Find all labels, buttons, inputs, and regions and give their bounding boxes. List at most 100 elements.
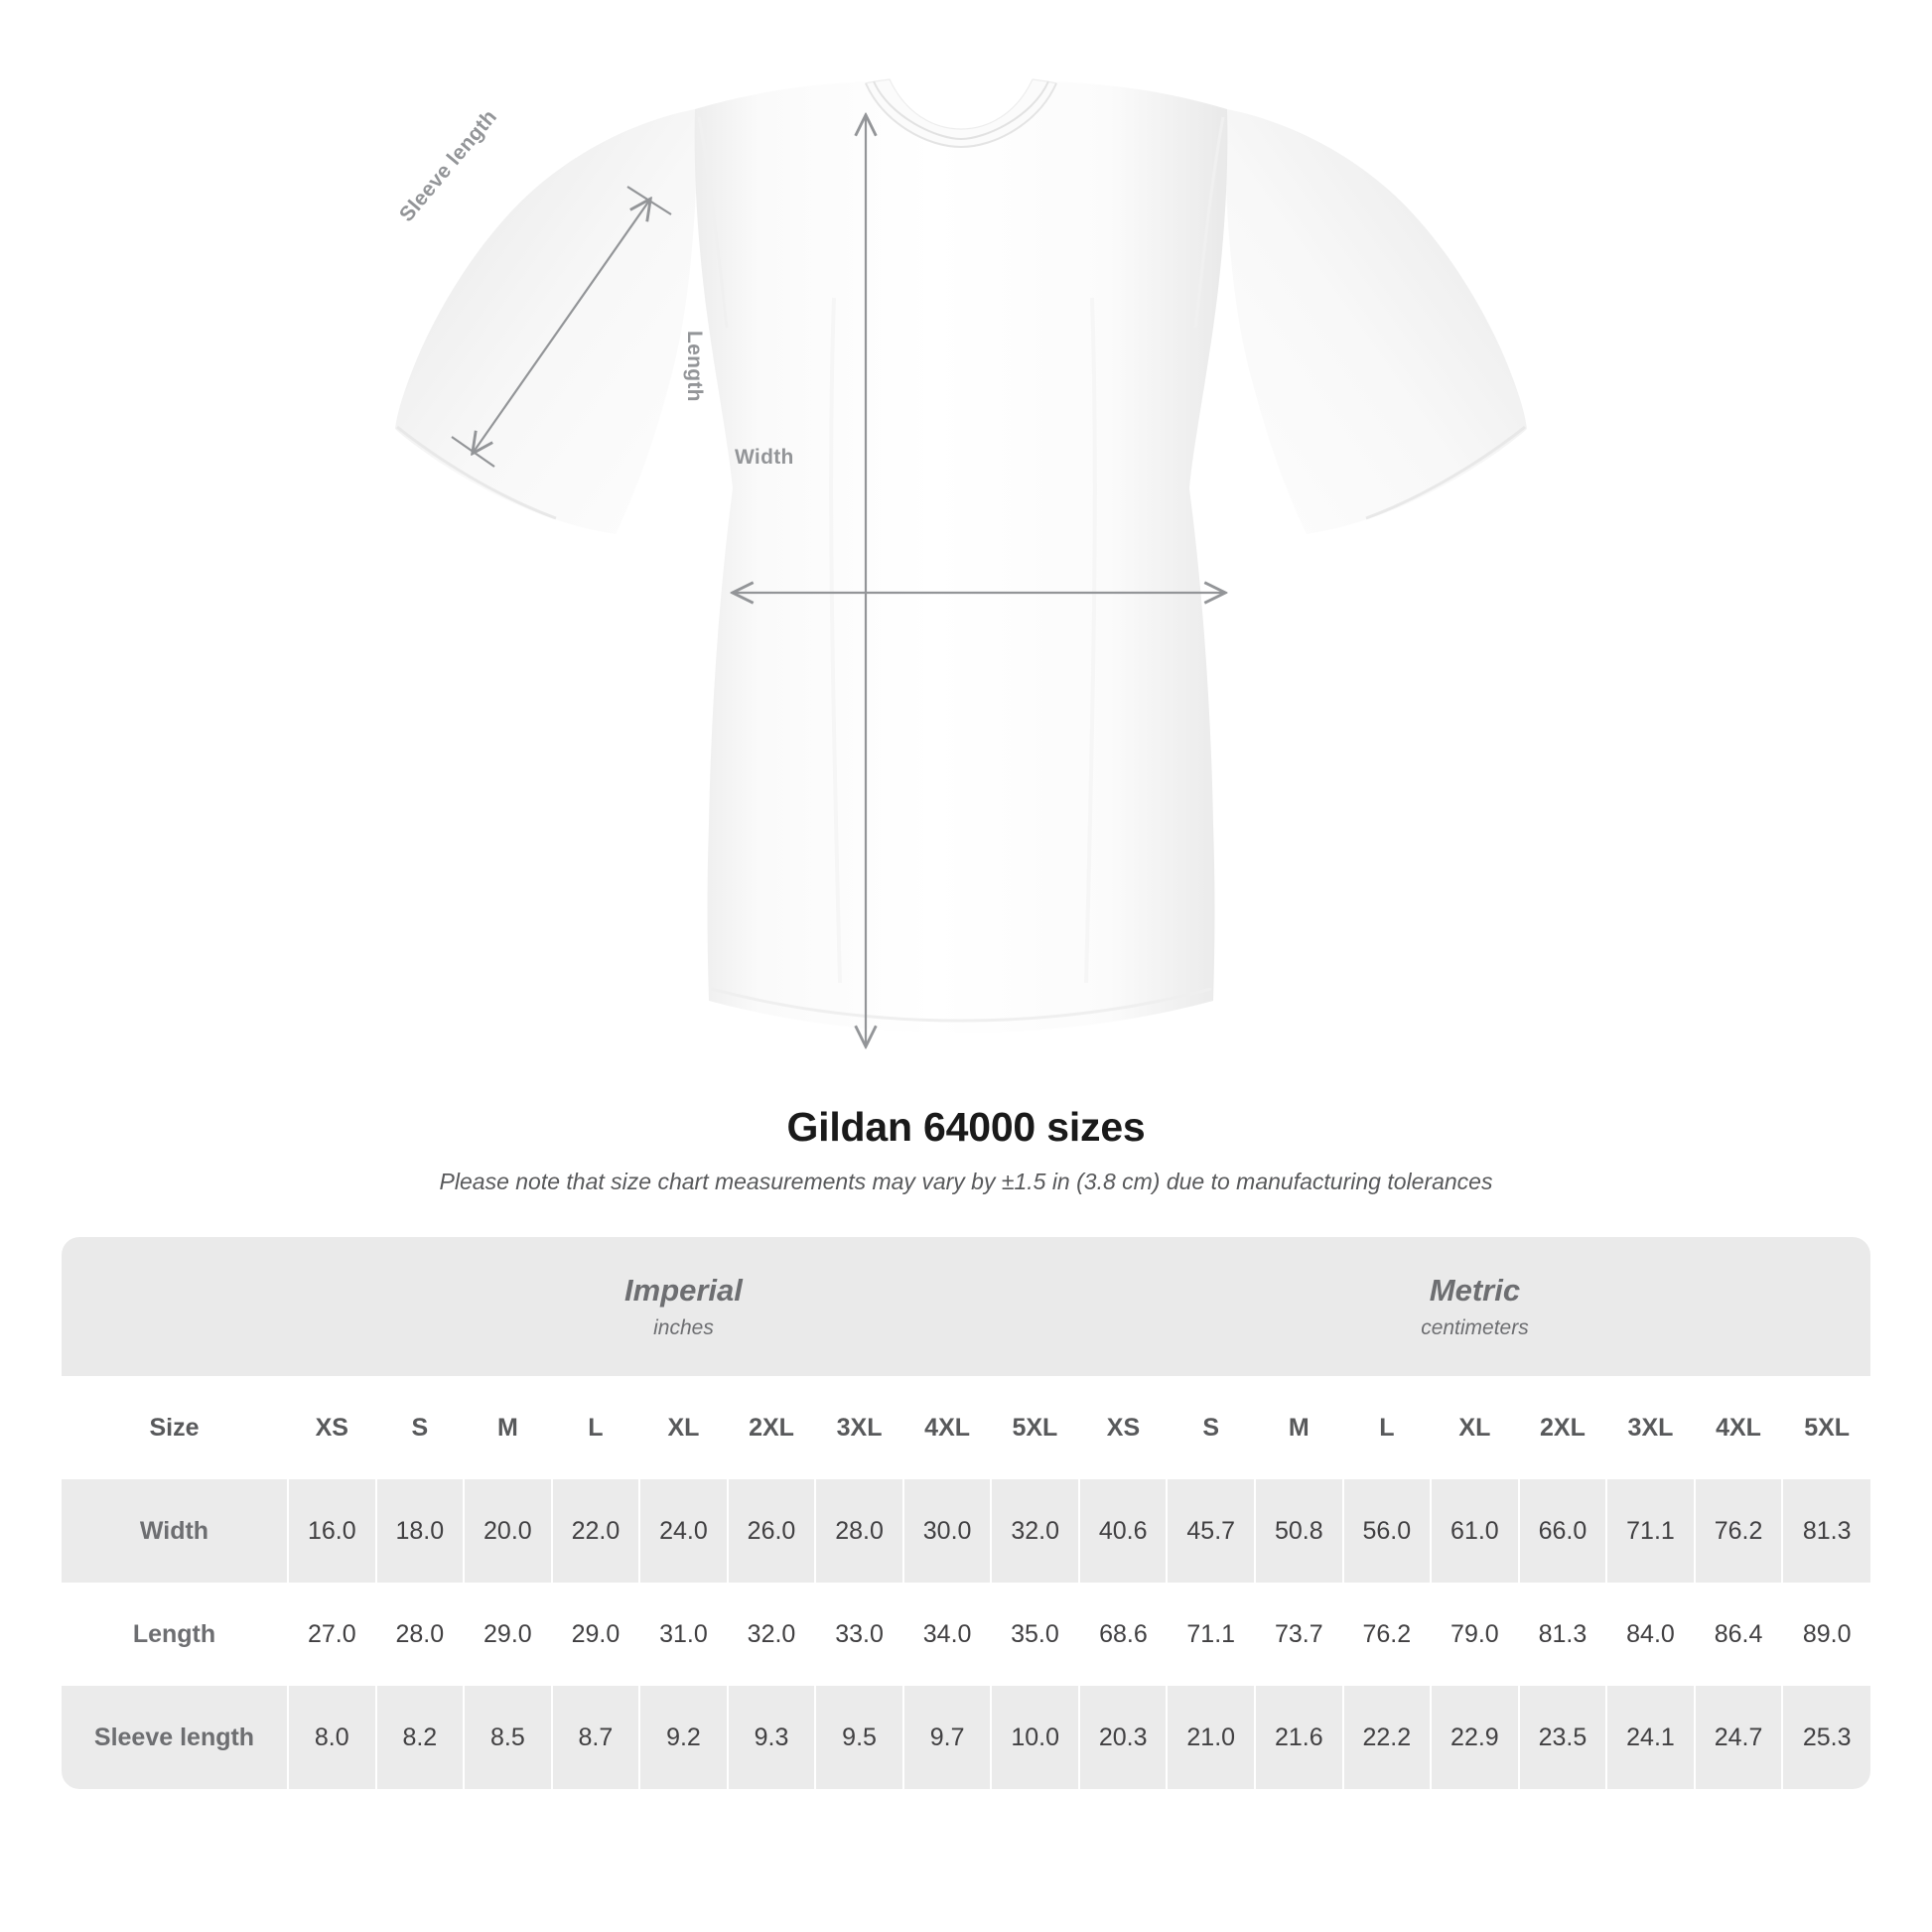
measurement-cell: 18.0	[374, 1479, 465, 1583]
size-header-cell: 3XL	[814, 1376, 903, 1479]
measurement-cell: 24.7	[1693, 1686, 1783, 1789]
measurement-cell: 22.2	[1341, 1686, 1432, 1789]
measurement-cell: 71.1	[1605, 1479, 1695, 1583]
unit-system-name: Imperial	[624, 1272, 743, 1308]
unit-system-cell-imperial: Imperial inches	[288, 1237, 1079, 1376]
measurement-cell: 84.0	[1605, 1583, 1695, 1686]
measurement-cell: 71.1	[1166, 1583, 1256, 1686]
size-header-cell: M	[1254, 1376, 1343, 1479]
measurement-cell: 50.8	[1254, 1479, 1343, 1583]
measurement-cell: 8.0	[287, 1686, 376, 1789]
measurement-cell: 22.0	[550, 1479, 640, 1583]
tshirt-diagram: Sleeve length Length Width	[395, 78, 1527, 1092]
sleeve-length-arrow	[474, 201, 649, 452]
left-shoulder-seam	[697, 116, 729, 329]
tolerance-note: Please note that size chart measurements…	[439, 1169, 1493, 1194]
measurement-cell: 68.6	[1077, 1583, 1168, 1686]
length-label: Length	[683, 331, 706, 402]
collar-outer-line	[865, 82, 1057, 149]
measurement-cell: 56.0	[1341, 1479, 1432, 1583]
measurement-cell: 66.0	[1517, 1479, 1607, 1583]
sleeve-tick-top	[626, 186, 672, 215]
right-sleeve	[1225, 109, 1527, 534]
measurement-cell: 25.3	[1781, 1686, 1870, 1789]
measurement-cell: 29.0	[550, 1583, 640, 1686]
measurement-cell: 81.3	[1781, 1479, 1870, 1583]
collar-inner-line	[873, 80, 1049, 141]
measurement-cell: 30.0	[901, 1479, 992, 1583]
page-title: Gildan 64000 sizes	[786, 1104, 1146, 1150]
sleeve-tick-bottom	[451, 436, 495, 468]
measurement-cell: 89.0	[1781, 1583, 1870, 1686]
banner-corner-cell	[62, 1237, 288, 1376]
shirt-body	[694, 81, 1228, 1033]
measurement-cell: 28.0	[814, 1479, 903, 1583]
size-chart-table: Imperial inches Metric centimeters Size XS S M L…	[62, 1237, 1870, 1789]
measurement-cell: 34.0	[901, 1583, 992, 1686]
measurement-cell: 20.3	[1077, 1686, 1168, 1789]
left-sleeve-hem	[396, 425, 557, 520]
unit-system-unit: centimeters	[1421, 1316, 1529, 1340]
measurement-cell: 32.0	[726, 1583, 816, 1686]
row-header-length: Length	[62, 1583, 288, 1686]
measurement-cell: 9.2	[638, 1686, 728, 1789]
measurement-cell: 40.6	[1077, 1479, 1168, 1583]
row-header-size: Size	[62, 1376, 288, 1479]
size-header-cell: 4XL	[1693, 1376, 1783, 1479]
measurement-cell: 45.7	[1166, 1479, 1256, 1583]
row-header-width: Width	[62, 1479, 288, 1583]
measurement-cell: 23.5	[1517, 1686, 1607, 1789]
measurement-cell: 9.7	[901, 1686, 992, 1789]
size-header-cell: L	[1341, 1376, 1432, 1479]
measurement-cell: 9.5	[814, 1686, 903, 1789]
measurement-cell: 22.9	[1430, 1686, 1519, 1789]
size-header-cell: S	[374, 1376, 465, 1479]
measurement-cell: 76.2	[1341, 1583, 1432, 1686]
table-row: Length 27.0 28.0 29.0 29.0 31.0 32.0 33.0 34.0 35…	[62, 1583, 1870, 1686]
size-header-row: Size XS S M L XL 2XL 3XL 4XL 5XL XS S M L XL 2XL 3XL 4XL 5…	[62, 1376, 1870, 1479]
measurement-cell: 32.0	[990, 1479, 1079, 1583]
table-row: Width 16.0 18.0 20.0 22.0 24.0 26.0 28.0 30.0 32.…	[62, 1479, 1870, 1583]
size-header-cell: L	[550, 1376, 640, 1479]
size-header-cell: 2XL	[726, 1376, 816, 1479]
unit-system-unit: inches	[653, 1316, 714, 1340]
table-row: Sleeve length 8.0 8.2 8.5 8.7 9.2 9.3 9.5 9.7 10.…	[62, 1686, 1870, 1789]
measurement-cell: 20.0	[463, 1479, 552, 1583]
size-table-container: Imperial inches Metric centimeters Size XS S M L…	[62, 1237, 1870, 1789]
size-header-cell: S	[1166, 1376, 1256, 1479]
size-header-cell: XL	[1430, 1376, 1519, 1479]
measurement-cell: 8.7	[550, 1686, 640, 1789]
measurement-cell: 21.6	[1254, 1686, 1343, 1789]
measurement-cell: 61.0	[1430, 1479, 1519, 1583]
tshirt-illustration	[395, 78, 1527, 1092]
size-header-cell: XL	[638, 1376, 728, 1479]
size-header-cell: 2XL	[1517, 1376, 1607, 1479]
size-header-cell: XS	[287, 1376, 376, 1479]
measurement-cell: 79.0	[1430, 1583, 1519, 1686]
measurement-cell: 29.0	[463, 1583, 552, 1686]
measurement-cell: 8.5	[463, 1686, 552, 1789]
title-block: Gildan 64000 sizes Please note that size…	[0, 1092, 1932, 1195]
measurement-cell: 35.0	[990, 1583, 1079, 1686]
measurement-cell: 21.0	[1166, 1686, 1256, 1789]
unit-system-banner-row: Imperial inches Metric centimeters	[62, 1237, 1870, 1376]
right-shoulder-seam	[1193, 116, 1225, 329]
measurement-cell: 24.0	[638, 1479, 728, 1583]
measurement-cell: 86.4	[1693, 1583, 1783, 1686]
measurement-cell: 33.0	[814, 1583, 903, 1686]
measurement-cell: 27.0	[287, 1583, 376, 1686]
row-header-sleeve-length: Sleeve length	[62, 1686, 288, 1789]
measurement-cell: 28.0	[374, 1583, 465, 1686]
unit-system-name: Metric	[1429, 1272, 1521, 1308]
width-label: Width	[735, 446, 794, 469]
size-header-cell: 5XL	[1781, 1376, 1870, 1479]
measurement-cell: 73.7	[1254, 1583, 1343, 1686]
bottom-hem	[710, 987, 1212, 1023]
size-header-cell: 5XL	[990, 1376, 1079, 1479]
measurement-cell: 9.3	[726, 1686, 816, 1789]
measurement-cell: 76.2	[1693, 1479, 1783, 1583]
size-header-cell: XS	[1077, 1376, 1168, 1479]
measurement-cell: 26.0	[726, 1479, 816, 1583]
measurement-cell: 8.2	[374, 1686, 465, 1789]
size-header-cell: 4XL	[901, 1376, 992, 1479]
